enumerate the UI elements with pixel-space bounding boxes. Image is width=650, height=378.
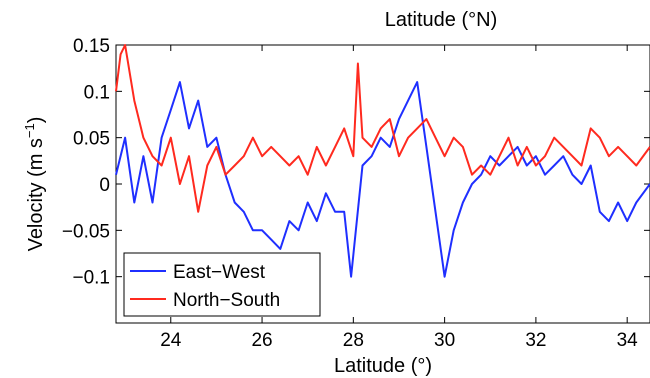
legend: East−West North−South	[123, 252, 321, 317]
x-tick-label: 32	[525, 330, 546, 351]
x-tick-label: 30	[434, 330, 455, 351]
y-tick-label: 0.15	[73, 36, 110, 57]
legend-label-north-south: North−South	[173, 290, 280, 311]
legend-box	[123, 252, 321, 317]
x-tick-label: 34	[617, 330, 639, 351]
top-axis-title: Latitude (°N)	[385, 9, 498, 31]
series-layer	[115, 44, 650, 278]
x-axis: 24 26 28 30 32 34	[160, 45, 638, 351]
y-tick-label: 0.05	[73, 129, 110, 150]
x-axis-title: Latitude (°)	[334, 355, 432, 377]
series-line-east-west	[115, 81, 650, 278]
x-tick-label: 24	[160, 330, 182, 351]
y-axis-title-superscript: −1	[22, 123, 37, 138]
x-tick-label: 28	[343, 330, 364, 351]
y-axis-title: Velocity (m s−1)	[22, 117, 47, 252]
y-tick-label: −0.05	[62, 221, 110, 242]
legend-label-east-west: East−West	[173, 262, 266, 283]
x-tick-label: 26	[251, 330, 272, 351]
y-tick-label: −0.1	[72, 268, 110, 289]
y-axis-title-main: Velocity (m s	[25, 138, 47, 251]
y-tick-label: 0.1	[84, 82, 110, 103]
y-tick-label: 0	[99, 175, 110, 196]
y-axis: 0.15 0.1 0.05 0 −0.05 −0.1	[62, 36, 650, 289]
y-axis-title-tail: )	[25, 117, 47, 124]
series-line-north-south	[115, 44, 650, 213]
